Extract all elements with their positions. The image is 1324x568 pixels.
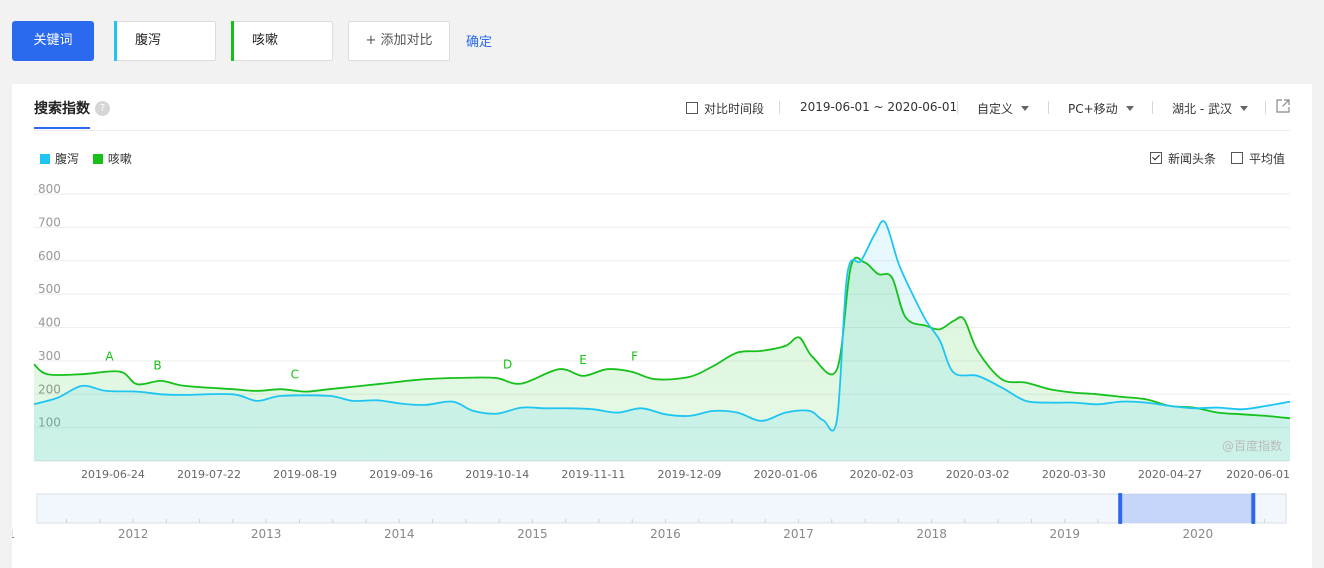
overview-year-label: 2012 [118,527,149,541]
chevron-down-icon [1125,106,1134,111]
confirm-link[interactable]: 确定 [466,35,493,50]
keyword-input-1[interactable]: 腹泻 [114,21,216,61]
y-tick-label: 300 [38,349,61,363]
region-dropdown[interactable]: 湖北 - 武汉 [1172,100,1248,117]
legend-item-series-1[interactable]: 腹泻 [40,152,79,166]
overview-year-label: 2011 [12,527,15,541]
x-tick-label: 2020-01-06 [754,468,818,481]
device-label: PC+移动 [1068,102,1118,116]
overview-year-label: 2015 [517,527,548,541]
custom-range-dropdown[interactable]: 自定义 [977,100,1030,117]
date-range-picker[interactable]: 2019-06-01 ~ 2020-06-01 [800,100,958,114]
x-tick-label: 2019-06-24 [81,468,145,481]
y-tick-label: 400 [38,316,61,330]
watermark: @百度指数 [1222,438,1282,453]
x-tick-label: 2019-11-11 [561,468,625,481]
search-index-panel: 搜索指数 ? 对比时间段 2019-06-01 ~ 2020-06-01 自定义… [12,84,1312,568]
region-label: 湖北 - 武汉 [1172,102,1232,116]
keyword-label: 咳嗽 [252,33,279,48]
x-tick-label: 2019-09-16 [369,468,433,481]
legend-swatch [92,154,103,164]
device-dropdown[interactable]: PC+移动 [1068,100,1134,117]
keyword-color-bar [231,21,234,61]
keyword-label: 腹泻 [135,33,162,48]
series-area-1 [34,221,1290,461]
x-tick-label: 2020-03-30 [1042,468,1106,481]
compare-period-checkbox[interactable]: 对比时间段 [686,100,764,117]
y-tick-label: 500 [38,282,61,296]
chevron-down-icon [1021,106,1030,111]
legend-item-series-2[interactable]: 咳嗽 [92,152,132,166]
news-headlines-label: 新闻头条 [1168,152,1217,166]
legend-label: 咳嗽 [107,152,132,166]
annotation-label: B [153,358,161,372]
checkbox-icon [1231,152,1243,164]
divider [1265,101,1266,114]
help-icon[interactable]: ? [95,101,110,116]
overview-year-label: 2014 [384,527,415,541]
y-tick-label: 600 [38,249,61,263]
chart-legend: 腹泻 咳嗽 [40,150,132,167]
average-label: 平均值 [1249,152,1286,166]
divider [1152,101,1153,114]
news-headlines-checkbox[interactable]: 新闻头条 [1150,150,1216,167]
overview-year-label: 2019 [1049,527,1080,541]
keyword-input-2[interactable]: 咳嗽 [231,21,333,61]
x-tick-label: 2020-04-27 [1138,468,1202,481]
search-index-chart: 100200300400500600700800ABCDEF2019-06-24… [12,182,1291,541]
overview-year-label: 2013 [251,527,282,541]
overview-track [36,493,1287,524]
overview-handle-right [1251,493,1256,524]
add-compare-button[interactable]: + 添加对比 [348,21,450,61]
panel-header: 搜索指数 ? 对比时间段 2019-06-01 ~ 2020-06-01 自定义… [12,84,1312,130]
custom-range-label: 自定义 [977,102,1014,116]
divider [957,101,958,114]
divider [779,101,780,114]
checkbox-checked-icon [1150,152,1162,164]
x-tick-label: 2019-08-19 [273,468,337,481]
x-tick-label: 2019-07-22 [177,468,241,481]
divider [1048,101,1049,114]
overview-handle-left [1118,493,1123,524]
header-divider [34,130,1290,131]
x-tick-label: 2019-10-14 [465,468,529,481]
compare-period-label: 对比时间段 [704,102,765,116]
checkbox-icon [686,102,698,114]
chevron-down-icon [1239,106,1248,111]
x-tick-label: 2020-06-01 [1226,468,1290,481]
y-tick-label: 800 [38,182,61,196]
annotation-label: D [503,358,512,372]
keyword-color-bar [114,21,117,61]
keyword-button[interactable]: 关键词 [12,21,94,61]
x-tick-label: 2020-02-03 [850,468,914,481]
overview-year-label: 2018 [916,527,947,541]
overview-year-label: 2017 [783,527,814,541]
annotation-label: C [291,368,299,382]
x-tick-label: 2019-12-09 [657,468,721,481]
overview-year-label: 2016 [650,527,681,541]
legend-swatch [40,154,50,164]
overview-selection [1120,494,1254,523]
annotation-label: F [631,350,638,364]
keyword-toolbar: 关键词 腹泻 咳嗽 + 添加对比 确定 [0,0,1324,84]
overview-year-label: 2020 [1183,527,1214,541]
legend-label: 腹泻 [55,152,80,166]
y-tick-label: 700 [38,215,61,229]
average-checkbox[interactable]: 平均值 [1231,150,1285,167]
tab-underline [34,127,90,129]
series-line-1 [33,220,1291,432]
annotation-label: E [579,353,587,367]
annotation-label: A [105,349,114,363]
series-line-2 [33,256,1291,420]
tab-search-index[interactable]: 搜索指数 [34,101,90,117]
x-tick-label: 2020-03-02 [946,468,1010,481]
external-link-icon[interactable] [1276,99,1290,113]
